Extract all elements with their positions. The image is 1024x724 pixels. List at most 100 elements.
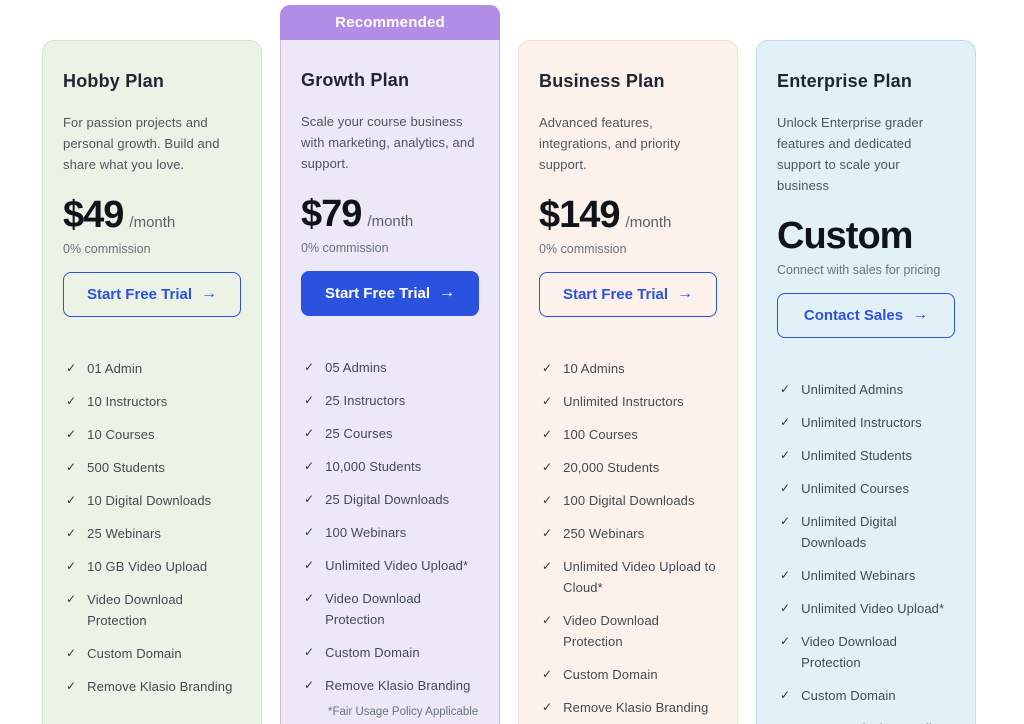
check-icon: ✓: [66, 591, 77, 606]
feature-label: Remove Klasio Branding: [801, 718, 946, 724]
feature-item: ✓ Unlimited Admins: [777, 379, 955, 400]
feature-item: ✓ Video Download Protection: [63, 589, 241, 631]
feature-item: ✓ 20,000 Students: [539, 457, 717, 478]
feature-item: ✓ 10 Instructors: [63, 391, 241, 412]
feature-label: Unlimited Admins: [801, 381, 904, 397]
feature-label: Custom Domain: [563, 666, 658, 682]
price-period: /month: [129, 214, 176, 231]
feature-item: ✓ 01 Admin: [63, 358, 241, 379]
start-free-trial-button[interactable]: Start Free Trial →: [539, 271, 717, 317]
feature-item: ✓ 500 Students: [63, 457, 241, 478]
start-free-trial-button[interactable]: Start Free Trial →: [63, 271, 241, 317]
feature-label: 10,000 Students: [325, 458, 422, 474]
price-row: Custom: [777, 215, 955, 258]
feature-item: ✓ Video Download Protection: [777, 631, 955, 673]
cta-label: Start Free Trial: [562, 285, 669, 303]
feature-item: ✓ 100 Webinars: [301, 522, 479, 543]
plan-card-growth: Recommended Growth Plan Scale your course …: [280, 5, 500, 724]
check-icon: ✓: [66, 678, 77, 693]
feature-list: ✓ 01 Admin ✓ 10 Instructors ✓ 10 Courses ✓ 500 …: [63, 358, 241, 697]
check-icon: ✓: [542, 666, 553, 681]
check-icon: ✓: [66, 360, 77, 375]
check-icon: ✓: [542, 360, 553, 375]
plan-description: Scale your course business with marketin…: [301, 114, 475, 171]
feature-item: ✓ 25 Instructors: [301, 390, 479, 411]
feature-label: Remove Klasio Branding: [87, 678, 233, 694]
price-note: Connect with sales for pricing: [777, 262, 941, 277]
check-icon: ✓: [66, 645, 77, 660]
check-icon: ✓: [66, 393, 77, 408]
arrow-right-icon: →: [912, 306, 929, 324]
feature-item: ✓ Unlimited Video Upload to Cloud*: [539, 556, 717, 598]
feature-label: Video Download Protection: [325, 590, 421, 627]
feature-label: 250 Webinars: [563, 525, 645, 541]
feature-item: ✓ Video Download Protection: [539, 610, 717, 652]
feature-label: 100 Courses: [563, 426, 638, 442]
plan-title: Enterprise Plan: [777, 71, 913, 91]
feature-label: Remove Klasio Branding: [563, 699, 709, 715]
plan-title: Growth Plan: [301, 70, 410, 90]
feature-item: ✓ 10 Admins: [539, 358, 717, 379]
feature-item: ✓ Remove Klasio Branding: [63, 676, 241, 697]
price-amount: Custom: [777, 215, 913, 257]
feature-item: ✓ Custom Domain: [63, 643, 241, 664]
feature-item: ✓ 25 Digital Downloads: [301, 489, 479, 510]
contact-sales-button[interactable]: Contact Sales →: [777, 292, 955, 338]
arrow-right-icon: →: [201, 285, 218, 303]
check-icon: ✓: [780, 447, 791, 462]
feature-item: ✓ Custom Domain: [301, 642, 479, 663]
price-note: 0% commission: [301, 240, 389, 255]
arrow-right-icon: →: [677, 285, 694, 303]
check-icon: ✓: [542, 525, 553, 540]
plan-description: For passion projects and personal growth…: [63, 115, 220, 172]
feature-list: ✓ 10 Admins ✓ Unlimited Instructors ✓ 100 Cou…: [539, 358, 717, 718]
feature-label: Unlimited Digital Downloads: [801, 513, 897, 550]
check-icon: ✓: [780, 381, 791, 396]
check-icon: ✓: [304, 425, 315, 440]
feature-label: Video Download Protection: [801, 633, 897, 670]
feature-item: ✓ Custom Domain: [777, 685, 955, 706]
plan-card-body: Hobby Plan For passion projects and perso…: [42, 40, 262, 724]
price-period: /month: [367, 213, 414, 230]
check-icon: ✓: [780, 513, 791, 528]
feature-label: Video Download Protection: [87, 591, 183, 628]
check-icon: ✓: [304, 359, 315, 374]
feature-item: ✓ Remove Klasio Branding: [301, 675, 479, 696]
feature-item: ✓ 100 Digital Downloads: [539, 490, 717, 511]
feature-label: Unlimited Video Upload*: [325, 557, 469, 573]
price-period: /month: [625, 214, 672, 231]
feature-label: 25 Instructors: [325, 392, 406, 408]
feature-label: 25 Webinars: [87, 525, 162, 541]
feature-item: ✓ Video Download Protection: [301, 588, 479, 630]
feature-item: ✓ 10 Courses: [63, 424, 241, 445]
check-icon: ✓: [780, 600, 791, 615]
cta-label: Start Free Trial: [86, 285, 193, 303]
plan-card-body: Growth Plan Scale your course business wi…: [280, 40, 500, 724]
feature-label: 500 Students: [87, 459, 165, 475]
plan-description: Unlock Enterprise grader features and de…: [777, 115, 924, 193]
feature-label: 100 Webinars: [325, 524, 407, 540]
check-icon: ✓: [304, 392, 315, 407]
feature-label: 100 Digital Downloads: [563, 492, 695, 508]
feature-label: Unlimited Courses: [801, 480, 910, 496]
feature-item: ✓ Unlimited Students: [777, 445, 955, 466]
feature-label: Unlimited Students: [801, 447, 913, 463]
feature-item: ✓ 250 Webinars: [539, 523, 717, 544]
feature-label: 20,000 Students: [563, 459, 660, 475]
feature-label: 10 Admins: [563, 360, 625, 376]
check-icon: ✓: [780, 414, 791, 429]
feature-item: ✓ 10,000 Students: [301, 456, 479, 477]
check-icon: ✓: [542, 426, 553, 441]
feature-label: 25 Digital Downloads: [325, 491, 450, 507]
price-amount: $79: [301, 193, 362, 235]
feature-item: ✓ 25 Webinars: [63, 523, 241, 544]
plan-card-hobby: Hobby Plan For passion projects and perso…: [42, 40, 262, 724]
feature-label: Unlimited Webinars: [801, 567, 916, 583]
check-icon: ✓: [304, 677, 315, 692]
feature-label: Video Download Protection: [563, 612, 659, 649]
start-free-trial-button[interactable]: Start Free Trial →: [301, 270, 479, 316]
check-icon: ✓: [66, 459, 77, 474]
feature-item: ✓ Unlimited Digital Downloads: [777, 511, 955, 553]
plan-title: Hobby Plan: [63, 71, 165, 91]
